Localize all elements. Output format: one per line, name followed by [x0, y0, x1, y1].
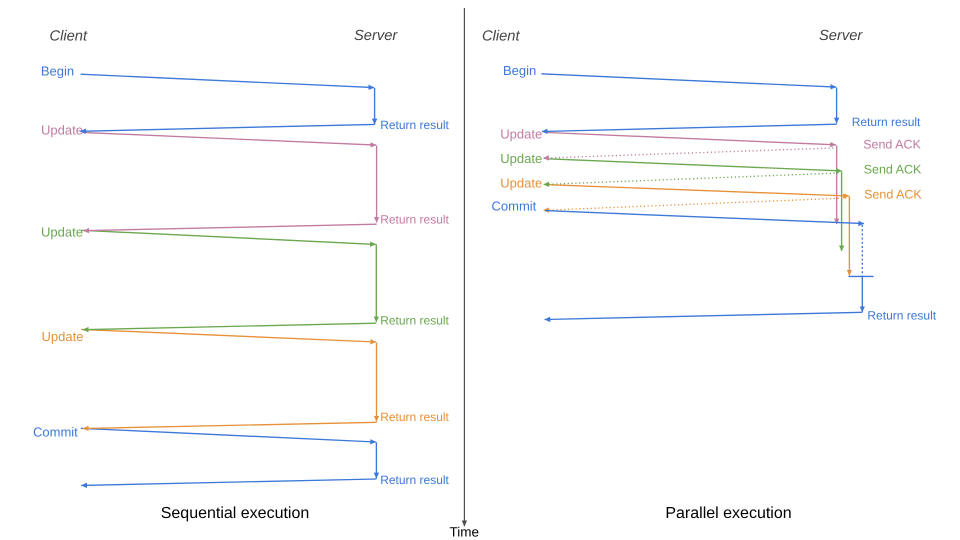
svg-text:Return result: Return result: [380, 410, 449, 424]
svg-text:Update: Update: [42, 329, 84, 344]
svg-text:Send ACK: Send ACK: [864, 162, 922, 176]
svg-text:Update: Update: [500, 127, 542, 142]
svg-text:Begin: Begin: [503, 63, 536, 78]
svg-text:Return result: Return result: [867, 308, 936, 322]
svg-text:Return result: Return result: [380, 314, 449, 328]
svg-text:Client: Client: [50, 28, 88, 44]
svg-text:Commit: Commit: [492, 199, 537, 214]
svg-text:Update: Update: [41, 123, 83, 138]
svg-text:Parallel execution: Parallel execution: [665, 505, 791, 522]
svg-text:Server: Server: [354, 28, 398, 44]
svg-text:Return result: Return result: [852, 115, 921, 129]
svg-text:Return result: Return result: [380, 118, 449, 132]
svg-text:Commit: Commit: [33, 425, 78, 440]
svg-text:Update: Update: [500, 175, 542, 190]
svg-text:Update: Update: [500, 151, 542, 166]
svg-text:Update: Update: [41, 225, 83, 240]
svg-text:Begin: Begin: [41, 64, 74, 79]
svg-text:Return result: Return result: [380, 212, 449, 226]
svg-text:Send ACK: Send ACK: [863, 137, 921, 151]
svg-text:Send ACK: Send ACK: [864, 187, 922, 201]
svg-text:Time: Time: [450, 525, 480, 540]
svg-text:Client: Client: [482, 28, 520, 44]
svg-text:Sequential execution: Sequential execution: [161, 505, 310, 522]
svg-text:Return result: Return result: [380, 473, 449, 487]
svg-text:Server: Server: [819, 28, 863, 44]
